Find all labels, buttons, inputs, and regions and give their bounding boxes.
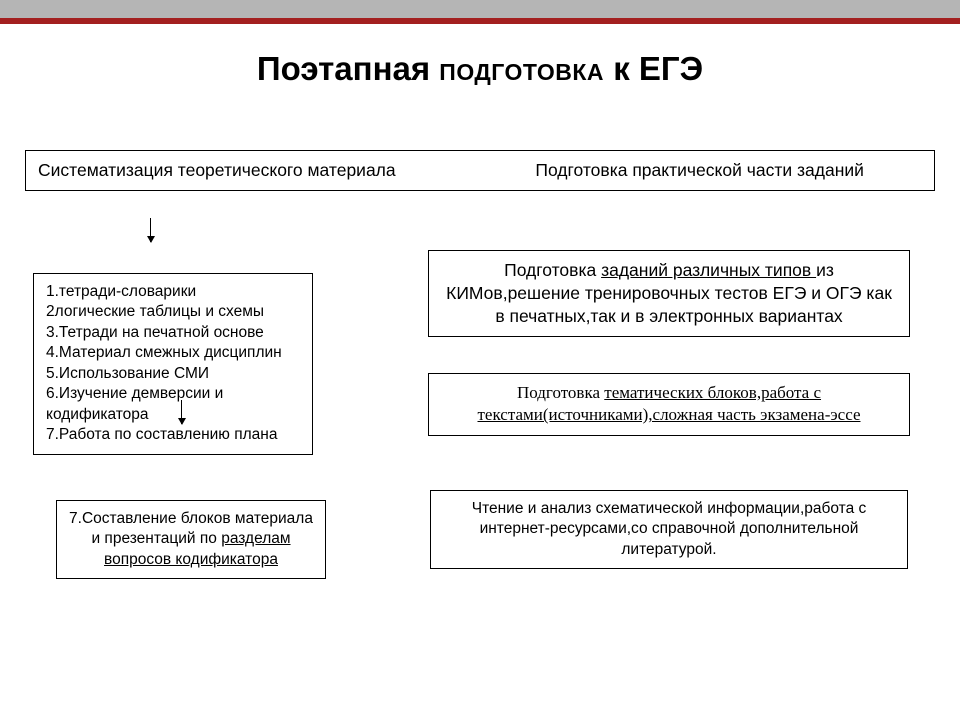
left-list-box: 1.тетради-словарики 2логические таблицы …	[33, 273, 313, 455]
right1-prefix: Подготовка	[504, 260, 601, 280]
title-smallcaps: подготовка	[439, 50, 604, 87]
topbar-grey	[0, 0, 960, 18]
arrow-header-to-list	[150, 218, 151, 242]
header-right: Подготовка практической части заданий	[535, 159, 922, 182]
list-item: 7.Работа по составлению плана	[46, 425, 300, 445]
title-suffix: к ЕГЭ	[604, 50, 703, 87]
header-left: Систематизация теоретического материала	[38, 159, 515, 182]
header-box: Систематизация теоретического материала …	[25, 150, 935, 191]
list-item: 5.Использование СМИ	[46, 364, 300, 384]
left-bottom-box: 7.Составление блоков материала и презент…	[56, 500, 326, 579]
topbar-red	[0, 18, 960, 24]
right1-underlined: заданий различных типов	[601, 260, 816, 280]
list-item: 3.Тетради на печатной основе	[46, 323, 300, 343]
arrow-list-internal	[181, 400, 182, 424]
list-item: 4.Материал смежных дисциплин	[46, 343, 300, 363]
list-item: 2логические таблицы и схемы	[46, 302, 300, 322]
list-item: 1.тетради-словарики	[46, 282, 300, 302]
list-item: 6.Изучение демверсии и кодификатора	[46, 384, 300, 425]
title-prefix: Поэтапная	[257, 50, 439, 87]
right-box-1: Подготовка заданий различных типов из КИ…	[428, 250, 910, 337]
page-title: Поэтапная подготовка к ЕГЭ	[0, 50, 960, 88]
right-box-2: Подготовка тематических блоков,работа с …	[428, 373, 910, 436]
right2-prefix: Подготовка	[517, 383, 604, 402]
right-box-3: Чтение и анализ схематической информации…	[430, 490, 908, 569]
right3-text: Чтение и анализ схематической информации…	[472, 500, 867, 558]
